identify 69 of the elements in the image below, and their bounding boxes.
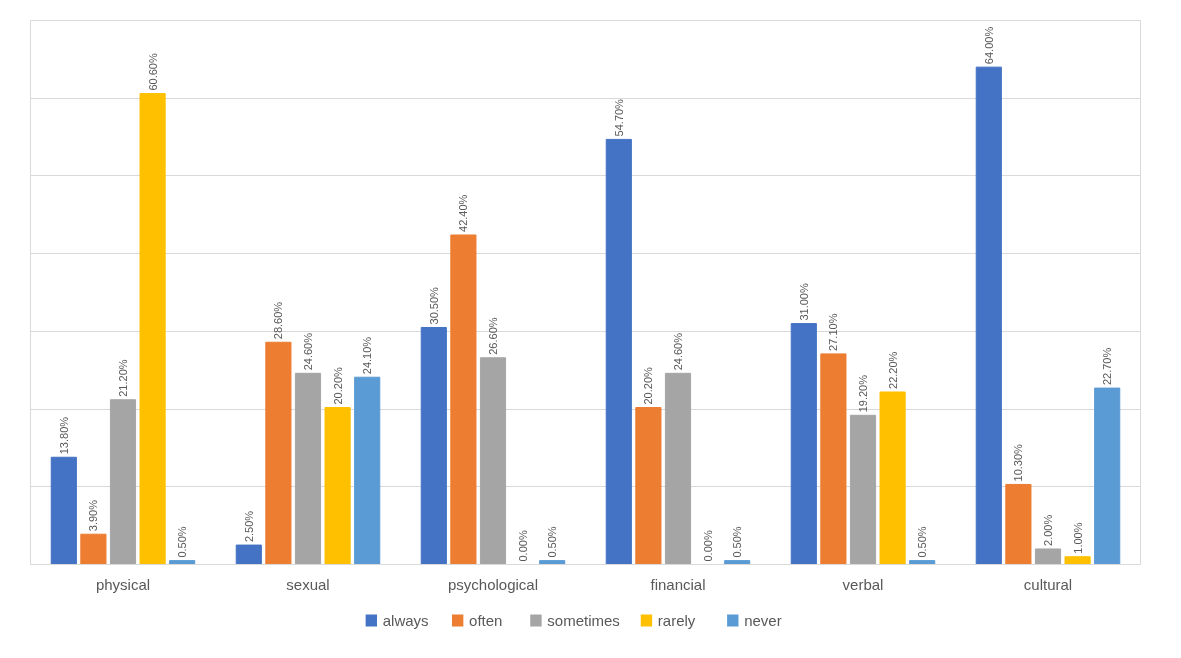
bar	[790, 323, 817, 565]
bar	[1034, 548, 1062, 565]
data-label: 60.60%	[146, 53, 159, 91]
x-tick-label: physical	[95, 575, 151, 593]
bar	[294, 372, 322, 565]
bar	[849, 414, 877, 565]
data-label: 19.20%	[857, 374, 869, 413]
legend-label: rarely	[657, 612, 696, 629]
bar	[724, 560, 751, 565]
bar	[420, 326, 447, 565]
data-label: 3.90%	[87, 499, 100, 532]
data-label: 27.10%	[827, 313, 840, 351]
x-tick-label: sexual	[286, 575, 330, 593]
data-label: 24.60%	[672, 332, 684, 371]
bar	[235, 544, 262, 565]
x-tick-label: verbal	[842, 575, 884, 593]
x-tick-label: psychological	[447, 575, 539, 593]
data-label: 26.60%	[487, 317, 499, 355]
legend-label: always	[382, 612, 429, 629]
data-label: 20.20%	[642, 366, 655, 405]
bar	[1005, 483, 1032, 565]
data-label: 64.00%	[982, 26, 995, 65]
bar	[169, 560, 196, 565]
data-label: 0.50%	[546, 526, 559, 558]
data-label: 0.00%	[516, 530, 529, 562]
bar	[109, 399, 137, 565]
data-label: 30.50%	[427, 286, 440, 325]
data-label: 1.00%	[1071, 522, 1084, 554]
bar	[479, 357, 507, 565]
x-tick-label: cultural	[1023, 575, 1073, 593]
bar	[539, 560, 566, 565]
data-label: 10.30%	[1012, 443, 1025, 482]
data-label: 2.50%	[242, 510, 255, 543]
data-label: 22.20%	[886, 351, 899, 389]
bar	[139, 93, 166, 565]
data-label: 0.50%	[731, 526, 744, 558]
x-tick-label: financial	[650, 575, 706, 593]
bar	[975, 66, 1002, 565]
bar	[324, 407, 351, 565]
data-label: 22.70%	[1101, 347, 1114, 386]
bar	[909, 560, 936, 565]
data-label: 42.40%	[457, 194, 470, 232]
legend-label: often	[469, 612, 503, 629]
bar	[80, 533, 107, 565]
bar	[450, 234, 477, 565]
data-label: 0.00%	[701, 530, 714, 562]
data-label: 20.20%	[331, 366, 344, 405]
bar	[664, 372, 692, 565]
bar	[1094, 387, 1121, 565]
bar	[879, 391, 906, 565]
bar	[1064, 556, 1091, 565]
bar	[635, 407, 662, 565]
data-label: 2.00%	[1042, 514, 1054, 546]
data-label: 13.80%	[57, 416, 70, 455]
data-label: 0.50%	[176, 526, 189, 558]
data-label: 21.20%	[117, 359, 129, 397]
data-label: 24.60%	[302, 332, 314, 371]
data-label: 28.60%	[272, 301, 285, 340]
data-label: 0.50%	[916, 526, 929, 558]
data-label: 24.10%	[361, 336, 374, 375]
bar	[354, 376, 381, 565]
data-label: 31.00%	[797, 283, 810, 321]
bar	[605, 138, 632, 565]
legend-label: sometimes	[547, 612, 620, 629]
bar	[50, 456, 77, 565]
bar	[820, 353, 847, 565]
legend-label: never	[744, 612, 782, 629]
bar	[265, 341, 292, 565]
data-label: 54.70%	[612, 98, 625, 137]
